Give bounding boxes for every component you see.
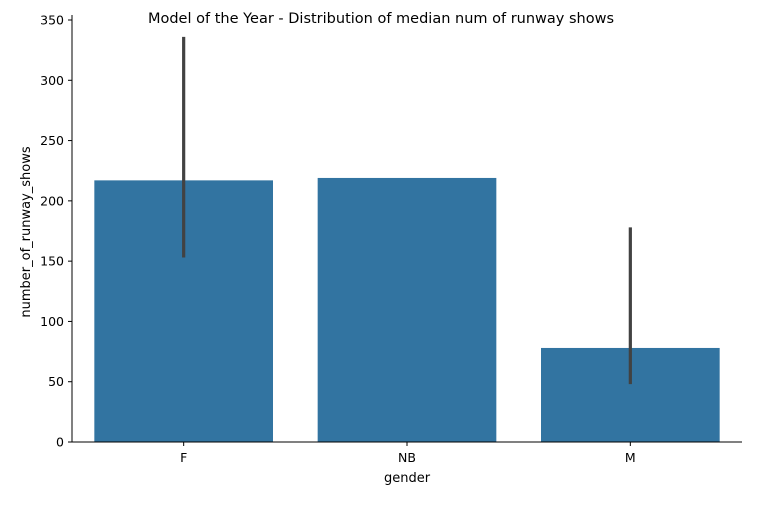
x-tick-label: F (180, 450, 187, 465)
error-bars-layer (182, 36, 632, 385)
y-tick-label: 0 (56, 435, 64, 450)
chart-title: Model of the Year - Distribution of medi… (148, 11, 614, 27)
bars-layer (94, 177, 720, 443)
y-tick-label: 200 (40, 193, 64, 208)
x-tick-label: M (625, 450, 636, 465)
y-tick-label: 150 (40, 254, 64, 269)
bar-nb (317, 177, 497, 442)
x-axis-label: gender (384, 471, 431, 486)
y-tick-label: 50 (48, 374, 64, 389)
y-tick-label: 250 (40, 133, 64, 148)
axes-layer: F NB M 0 50 100 150 200 250 300 350 (40, 13, 742, 465)
y-tick-label: 350 (40, 13, 64, 28)
y-tick-label: 100 (40, 314, 64, 329)
y-tick-label: 300 (40, 73, 64, 88)
x-tick-label: NB (398, 450, 416, 465)
y-axis-label: number_of_runway_shows (19, 146, 34, 317)
